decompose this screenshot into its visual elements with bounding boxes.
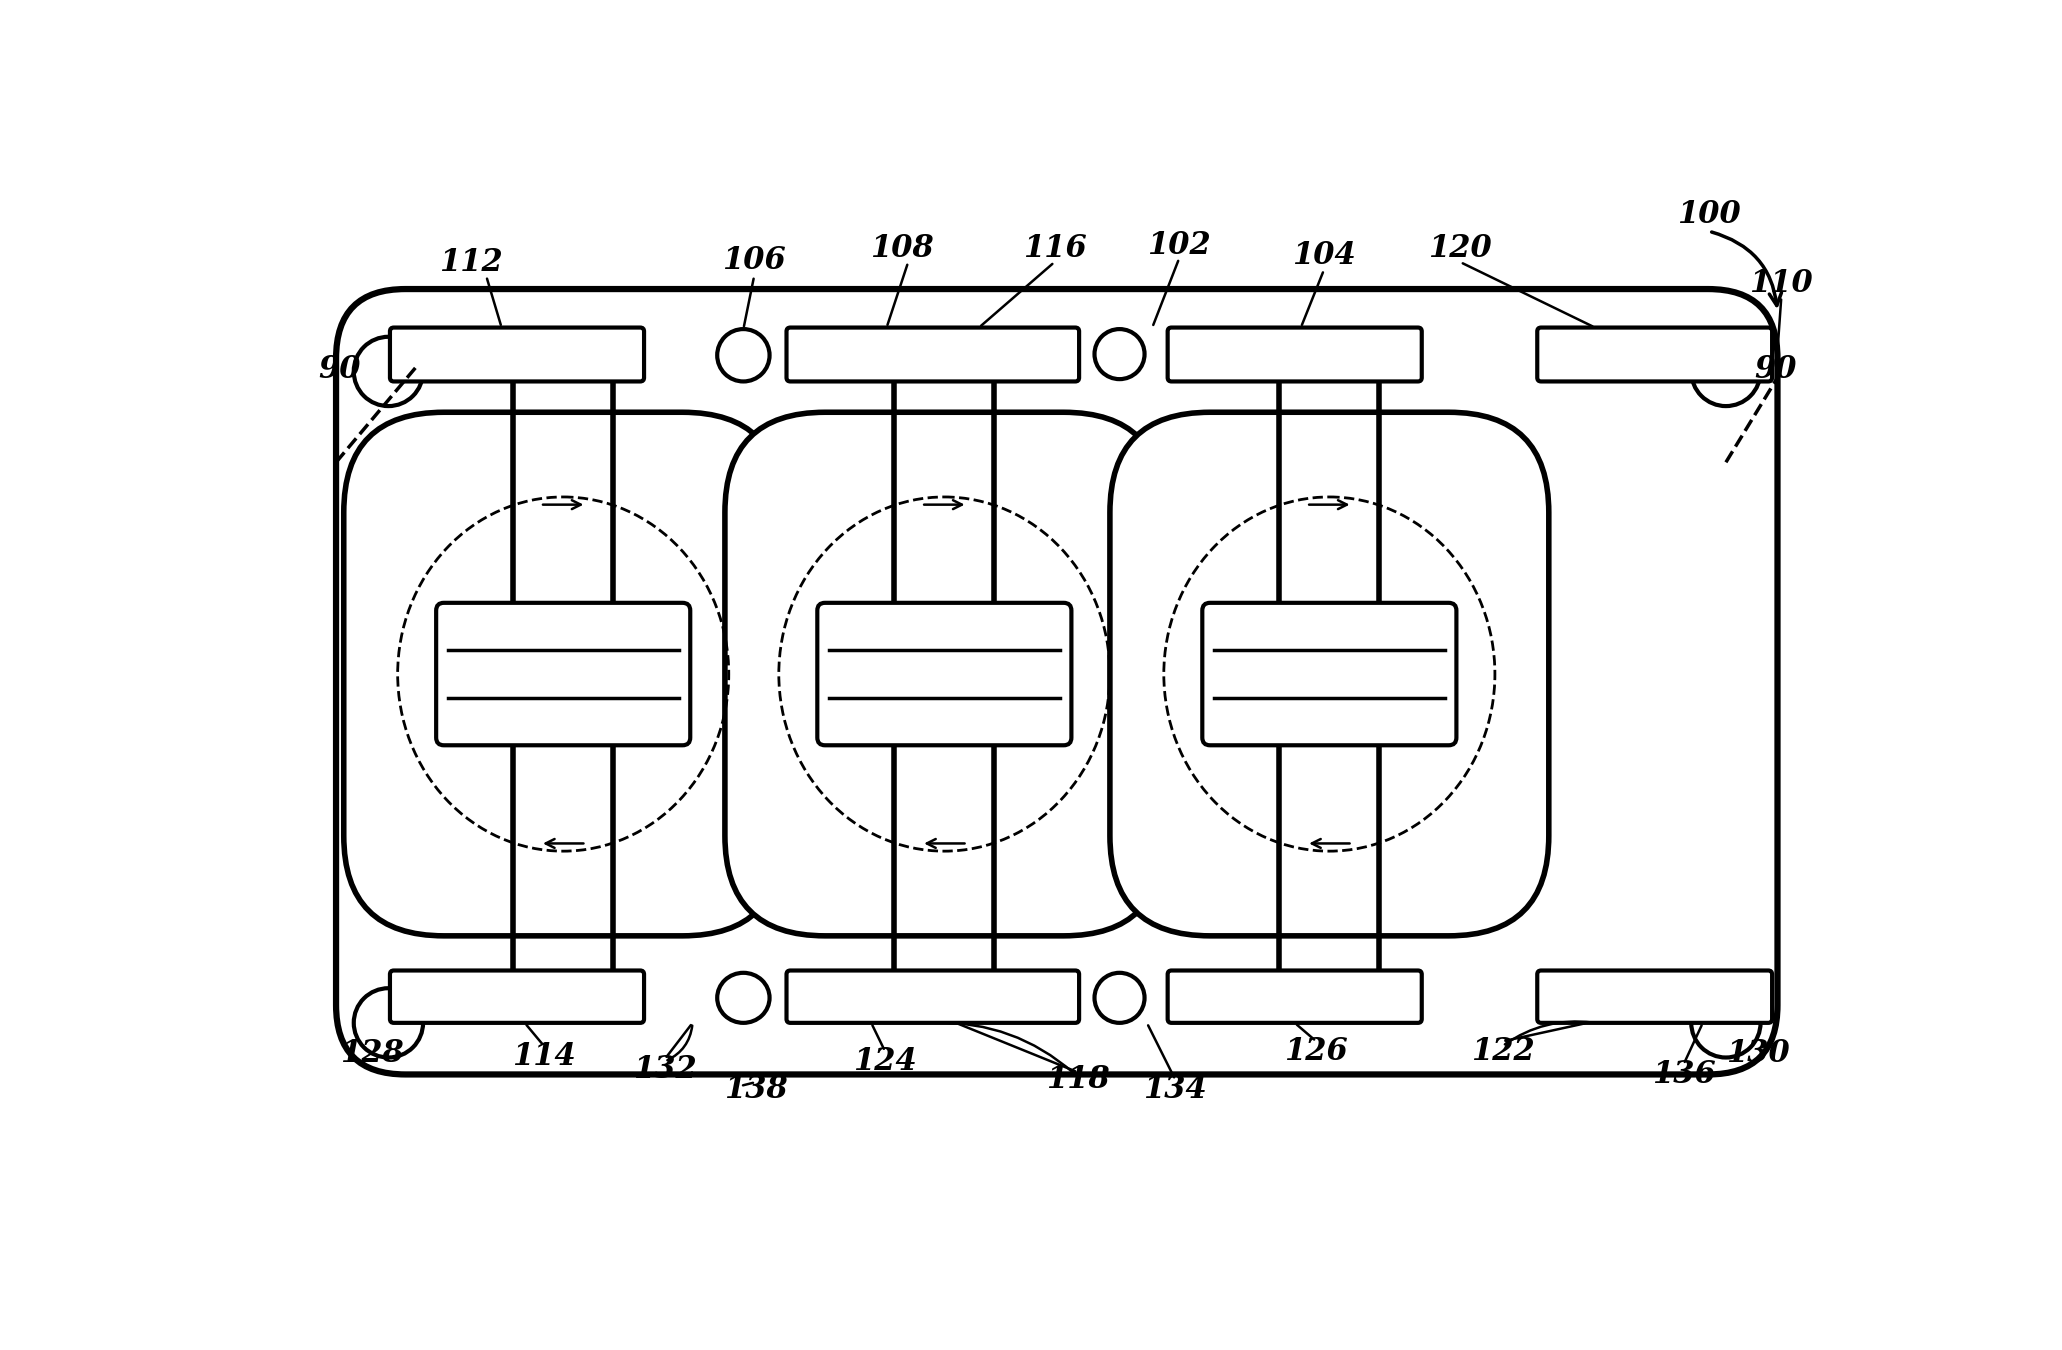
- FancyBboxPatch shape: [726, 412, 1163, 936]
- Text: 108: 108: [870, 232, 934, 263]
- Text: 106: 106: [722, 246, 786, 275]
- Text: 90: 90: [320, 355, 361, 385]
- FancyArrowPatch shape: [1505, 1022, 1592, 1045]
- Text: 128: 128: [340, 1038, 404, 1069]
- Text: 126: 126: [1285, 1035, 1349, 1066]
- Circle shape: [355, 988, 423, 1057]
- Circle shape: [355, 336, 423, 406]
- Ellipse shape: [718, 329, 769, 382]
- FancyBboxPatch shape: [786, 971, 1078, 1023]
- Text: 110: 110: [1749, 269, 1812, 300]
- FancyBboxPatch shape: [437, 603, 691, 745]
- Text: 118: 118: [1045, 1064, 1109, 1095]
- Circle shape: [1691, 336, 1761, 406]
- Text: 136: 136: [1652, 1058, 1716, 1089]
- Text: 112: 112: [439, 247, 503, 278]
- FancyBboxPatch shape: [1109, 412, 1549, 936]
- Text: 120: 120: [1429, 232, 1493, 263]
- Text: 124: 124: [854, 1046, 918, 1077]
- FancyArrowPatch shape: [1711, 232, 1782, 305]
- FancyBboxPatch shape: [786, 328, 1078, 382]
- Ellipse shape: [1095, 329, 1144, 379]
- Text: 100: 100: [1676, 198, 1740, 230]
- FancyBboxPatch shape: [817, 603, 1072, 745]
- Text: 90: 90: [1755, 355, 1798, 385]
- Text: 104: 104: [1293, 240, 1357, 271]
- Text: 132: 132: [633, 1053, 697, 1084]
- Ellipse shape: [718, 973, 769, 1023]
- FancyArrowPatch shape: [936, 1023, 1072, 1073]
- Text: 102: 102: [1146, 230, 1210, 261]
- Text: 130: 130: [1726, 1038, 1790, 1069]
- Text: 138: 138: [724, 1075, 788, 1106]
- Text: 116: 116: [1023, 232, 1087, 263]
- FancyBboxPatch shape: [390, 328, 643, 382]
- FancyBboxPatch shape: [390, 971, 643, 1023]
- FancyBboxPatch shape: [1538, 971, 1771, 1023]
- Circle shape: [1691, 988, 1761, 1057]
- FancyBboxPatch shape: [336, 289, 1777, 1075]
- FancyBboxPatch shape: [344, 412, 784, 936]
- Text: 122: 122: [1470, 1035, 1534, 1066]
- FancyBboxPatch shape: [1202, 603, 1456, 745]
- FancyBboxPatch shape: [1538, 328, 1771, 382]
- Ellipse shape: [1095, 973, 1144, 1023]
- Text: 114: 114: [511, 1041, 575, 1072]
- Text: 134: 134: [1144, 1075, 1206, 1106]
- FancyBboxPatch shape: [1167, 971, 1423, 1023]
- FancyArrowPatch shape: [668, 1026, 693, 1060]
- FancyBboxPatch shape: [1167, 328, 1423, 382]
